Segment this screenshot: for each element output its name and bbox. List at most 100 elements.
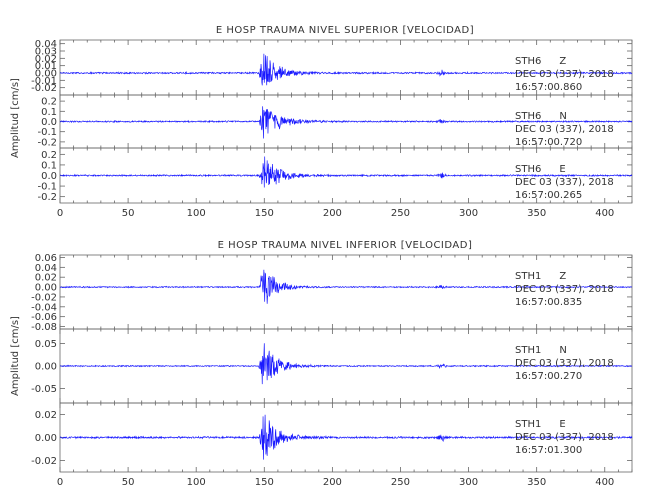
component-code: E [559,419,565,430]
y-tick-label: -0.2 [37,192,57,203]
y-tick-label: 0.2 [41,150,57,161]
x-tick-label: 250 [391,208,410,219]
y-tick-label: -0.1 [37,182,57,193]
chart-inferior-title: E HOSP TRAUMA NIVEL INFERIOR [VELOCIDAD] [218,240,473,251]
x-tick-label: 0 [57,477,63,488]
station-label: STH6 Z [515,56,566,67]
x-tick-label: 150 [255,208,274,219]
chart-inferior-panels: 0.060.040.020.00-0.02-0.04-0.06-0.08STH1… [31,253,633,488]
y-tick-label: -0.02 [31,456,57,467]
x-tick-label: 400 [595,208,614,219]
station-code: STH6 [515,164,541,175]
record-time: 16:57:00.270 [515,371,582,382]
record-time: 16:57:00.860 [515,82,582,93]
panel-sth6-n: 0.20.10.0-0.1-0.2 STH6 N DEC 03 (337), 2018… [37,94,633,149]
y-tick-label: -0.02 [31,292,57,303]
x-tick-label: 0 [57,208,63,219]
y-tick-label: -0.08 [31,322,57,333]
component-code: N [559,111,566,122]
component-code: Z [559,56,566,67]
station-code: STH6 [515,111,541,122]
station-code: STH1 [515,419,541,430]
y-tick-label: -0.1 [37,127,57,138]
station-label: STH1 Z [515,271,566,282]
x-tick-label: 50 [122,477,135,488]
y-tick-label: 0.03 [35,47,57,58]
y-tick-label: 0.04 [35,39,57,50]
x-tick-label: 300 [459,208,478,219]
y-tick-label: 0.02 [35,273,57,284]
record-date: DEC 03 (337), 2018 [515,432,614,443]
waveform-trace [59,269,633,304]
waveform-trace [59,106,633,139]
waveform-trace [59,156,633,188]
y-tick-label: 0.1 [41,160,57,171]
chart-superior: E HOSP TRAUMA NIVEL SUPERIOR [VELOCIDAD]… [10,25,633,219]
record-date: DEC 03 (337), 2018 [515,284,614,295]
record-time: 16:57:01.300 [515,445,582,456]
component-code: Z [559,271,566,282]
y-tick-label: 0.01 [35,61,57,72]
y-tick-label: -0.04 [31,302,57,313]
y-tick-label: -0.02 [31,83,57,94]
y-tick-label: 0.0 [41,171,57,182]
panel-sth6-z: 0.040.030.020.010.00-0.01-0.02 STH6 Z DEC 0… [31,39,633,96]
record-time: 16:57:00.720 [515,137,582,148]
waveform-trace [59,414,633,460]
panel-sth1-z: 0.060.040.020.00-0.02-0.04-0.06-0.08 STH1… [31,253,633,333]
record-date: DEC 03 (337), 2018 [515,177,614,188]
chart-superior-ylabel: Amplitud [cm/s] [10,78,21,158]
component-code: E [559,164,565,175]
y-tick-label: -0.2 [37,137,57,148]
y-tick-label: 0.04 [35,263,57,274]
x-tick-label: 250 [391,477,410,488]
y-tick-label: 0.1 [41,107,57,118]
x-tick-label: 300 [459,477,478,488]
y-tick-label: -0.05 [31,384,57,395]
x-tick-label: 400 [595,477,614,488]
station-label: STH1 E [515,419,566,430]
y-tick-label: -0.01 [31,76,57,87]
y-tick-label: 0.00 [35,362,57,373]
x-tick-label: 200 [323,477,342,488]
record-time: 16:57:00.835 [515,297,582,308]
y-tick-label: 0.02 [35,54,57,65]
y-tick-label: 0.0 [41,117,57,128]
x-tick-label: 150 [255,477,274,488]
y-tick-label: 0.05 [35,339,57,350]
panel-sth1-n: 0.05 0.00 -0.05 STH1 N DEC 03 (337), 2018 16:5… [31,328,633,404]
y-tick-label: 0.00 [35,433,57,444]
waveform-trace [59,53,633,86]
chart-inferior: E HOSP TRAUMA NIVEL INFERIOR [VELOCIDAD]… [10,240,633,488]
y-tick-label: 0.00 [35,69,57,80]
y-tick-label: 0.06 [35,253,57,264]
x-tick-label: 100 [187,477,206,488]
y-tick-label: -0.06 [31,312,57,323]
station-label: STH1 N [515,345,567,356]
record-date: DEC 03 (337), 2018 [515,69,614,80]
panel-sth6-e: 0.20.10.0-0.1-0.2 STH6 E DEC 03 (337), 2018… [37,147,633,204]
chart-inferior-ylabel: Amplitud [cm/s] [10,316,21,396]
panel-sth1-e: 0.02 0.00 -0.02 STH1 E DEC 03 (337), 2018 16:5… [31,402,633,473]
record-date: DEC 03 (337), 2018 [515,124,614,135]
x-tick-label: 200 [323,208,342,219]
station-code: STH6 [515,56,541,67]
x-tick-label: 100 [187,208,206,219]
x-tick-label: 350 [527,477,546,488]
x-tick-label: 350 [527,208,546,219]
station-code: STH1 [515,345,541,356]
station-label: STH6 N [515,111,567,122]
waveform-trace [59,343,633,385]
y-tick-label: 0.00 [35,283,57,294]
x-tick-label: 50 [122,208,135,219]
component-code: N [559,345,566,356]
record-date: DEC 03 (337), 2018 [515,358,614,369]
station-label: STH6 E [515,164,566,175]
station-code: STH1 [515,271,541,282]
y-tick-label: 0.2 [41,97,57,108]
y-tick-label: 0.02 [35,410,57,421]
chart-superior-title: E HOSP TRAUMA NIVEL SUPERIOR [VELOCIDAD] [216,25,474,36]
record-time: 16:57:00.265 [515,190,582,201]
